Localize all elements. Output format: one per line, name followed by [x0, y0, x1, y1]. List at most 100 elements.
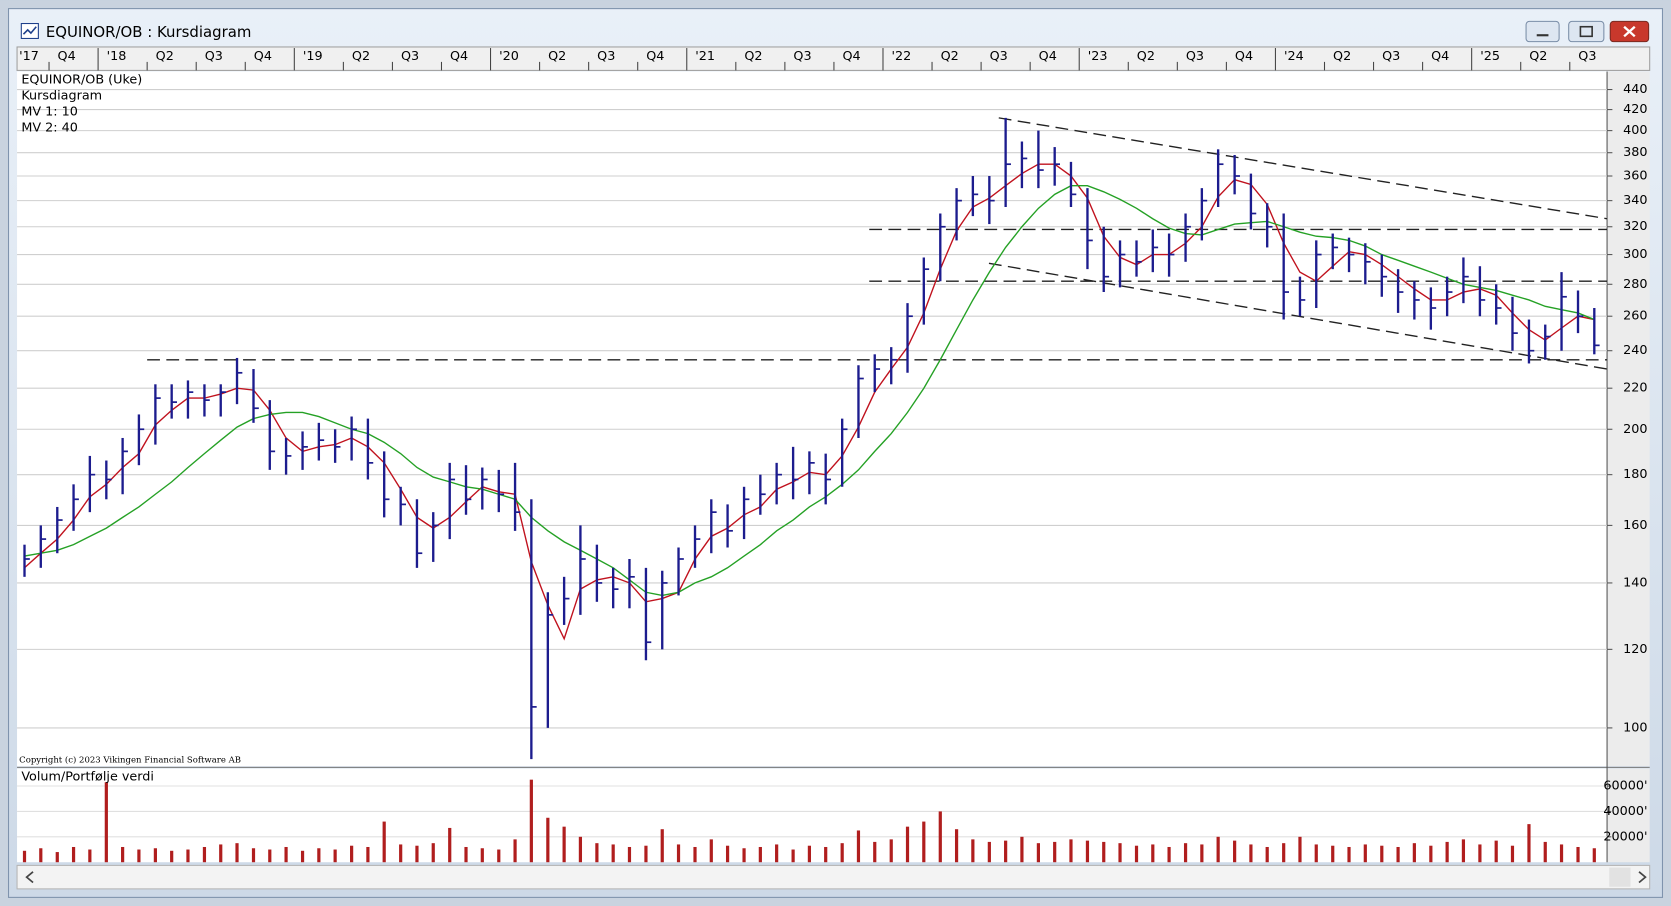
- price-panel: [17, 71, 1608, 767]
- volume-bar: [366, 846, 370, 863]
- volume-bar: [333, 849, 337, 863]
- x-tick-label: Q2: [548, 49, 566, 64]
- y-tick-label: 340: [1623, 193, 1647, 208]
- volume-bar: [104, 782, 108, 863]
- volume-bar: [350, 845, 354, 863]
- scroll-track[interactable]: [16, 864, 1651, 890]
- x-tick-label: Q3: [1578, 49, 1596, 64]
- x-tick-label: Q2: [941, 49, 959, 64]
- x-tick-label: Q2: [352, 49, 370, 64]
- volume-bar: [758, 846, 762, 863]
- x-tick-label: Q4: [450, 49, 468, 64]
- volume-bar: [954, 829, 959, 863]
- volume-bar: [1559, 844, 1564, 863]
- close-glyph: [1623, 25, 1636, 38]
- volume-bar: [856, 830, 861, 863]
- x-tick-label: Q3: [990, 49, 1008, 64]
- volume-bar: [1592, 848, 1596, 863]
- volume-bar: [529, 779, 533, 863]
- x-tick-label: Q2: [1333, 49, 1351, 64]
- y-tick-label: 280: [1623, 277, 1647, 292]
- volume-bar: [464, 846, 468, 863]
- x-tick-label: Q4: [646, 49, 664, 64]
- x-tick-label: Q3: [401, 49, 419, 64]
- volume-bar: [1151, 844, 1155, 863]
- volume-bar: [1576, 846, 1580, 863]
- volume-bar: [88, 849, 92, 863]
- volume-bar: [71, 846, 76, 863]
- y-tick-label: 260: [1623, 309, 1647, 324]
- volume-bar: [824, 846, 828, 863]
- volume-bar: [693, 846, 697, 863]
- y-tick-label: 300: [1623, 247, 1647, 262]
- volume-bar: [791, 849, 795, 863]
- volume-bar: [742, 848, 746, 863]
- volume-bar: [922, 821, 926, 863]
- volume-bar: [202, 846, 207, 863]
- plot-layer: 100 120 140 160 180 200 220 240 260 280 300 320 340 3…: [17, 48, 1648, 863]
- volume-tick-label: 60000': [1603, 779, 1647, 794]
- volume-bar: [1412, 843, 1416, 863]
- x-tick-label: Q4: [1039, 49, 1057, 64]
- x-tick-label: '23: [1088, 49, 1108, 64]
- volume-bar: [1183, 843, 1188, 863]
- x-tick-label: Q4: [254, 49, 272, 64]
- title-bar: EQUINOR/OB : Kursdiagram: [20, 20, 1650, 43]
- x-tick-label: '25: [1480, 49, 1500, 64]
- volume-bar: [905, 826, 910, 863]
- volume-bar: [268, 849, 272, 863]
- x-tick-label: Q3: [1382, 49, 1400, 64]
- volume-bar: [562, 826, 566, 863]
- volume-bar: [219, 844, 223, 863]
- y-tick-label: 240: [1623, 343, 1647, 358]
- x-tick-label: Q4: [1431, 49, 1449, 64]
- volume-bar: [1380, 845, 1384, 863]
- y-tick-label: 180: [1623, 467, 1647, 482]
- info-line: Kursdiagram: [21, 88, 102, 103]
- scroll-left-arrow[interactable]: [25, 871, 34, 884]
- maximize-button[interactable]: [1568, 20, 1605, 43]
- volume-bar: [1069, 839, 1073, 863]
- volume-bar: [971, 839, 975, 863]
- x-tick-label: Q3: [1186, 49, 1204, 64]
- scrollbar[interactable]: [16, 864, 1651, 890]
- volume-bar: [137, 849, 141, 863]
- volume-bar: [889, 839, 893, 863]
- volume-bar: [431, 843, 435, 863]
- volume-bar: [1314, 844, 1318, 863]
- scroll-thumb[interactable]: [1609, 867, 1631, 887]
- volume-bar: [121, 846, 125, 863]
- y-tick-label: 320: [1623, 219, 1647, 234]
- volume-bar: [513, 839, 517, 863]
- x-tick-label: '18: [107, 49, 127, 64]
- trend-line: [998, 117, 1608, 220]
- volume-bar: [987, 841, 991, 863]
- volume-bar: [39, 848, 43, 863]
- x-tick-label: Q2: [1529, 49, 1547, 64]
- x-tick-label: Q2: [744, 49, 762, 64]
- y-tick-label: 140: [1623, 575, 1647, 590]
- y-tick-label: 100: [1623, 720, 1647, 735]
- volume-bar: [546, 817, 550, 863]
- legend-entry: MV 2: 40: [21, 120, 78, 135]
- volume-bar: [55, 852, 59, 863]
- app-icon-glyph: [22, 26, 37, 35]
- legend-entry: MV 1: 10: [21, 104, 78, 119]
- window-title: EQUINOR/OB : Kursdiagram: [46, 23, 252, 41]
- minimize-button[interactable]: [1525, 20, 1560, 43]
- volume-panel: [17, 768, 1608, 863]
- volume-bar: [1331, 845, 1335, 863]
- volume-bar: [775, 844, 779, 863]
- volume-bar: [186, 849, 190, 863]
- volume-label: Volum/Portfølje verdi: [21, 769, 154, 784]
- y-tick-label: 440: [1623, 82, 1647, 97]
- volume-bar: [251, 848, 256, 863]
- y-tick-label: 220: [1623, 381, 1647, 396]
- x-tick-label: Q2: [156, 49, 174, 64]
- y-tick-label: 360: [1623, 169, 1647, 184]
- y-tick-label: 380: [1623, 145, 1647, 160]
- volume-bar: [627, 846, 632, 863]
- scroll-right-arrow[interactable]: [1638, 871, 1647, 884]
- volume-bar: [644, 845, 648, 863]
